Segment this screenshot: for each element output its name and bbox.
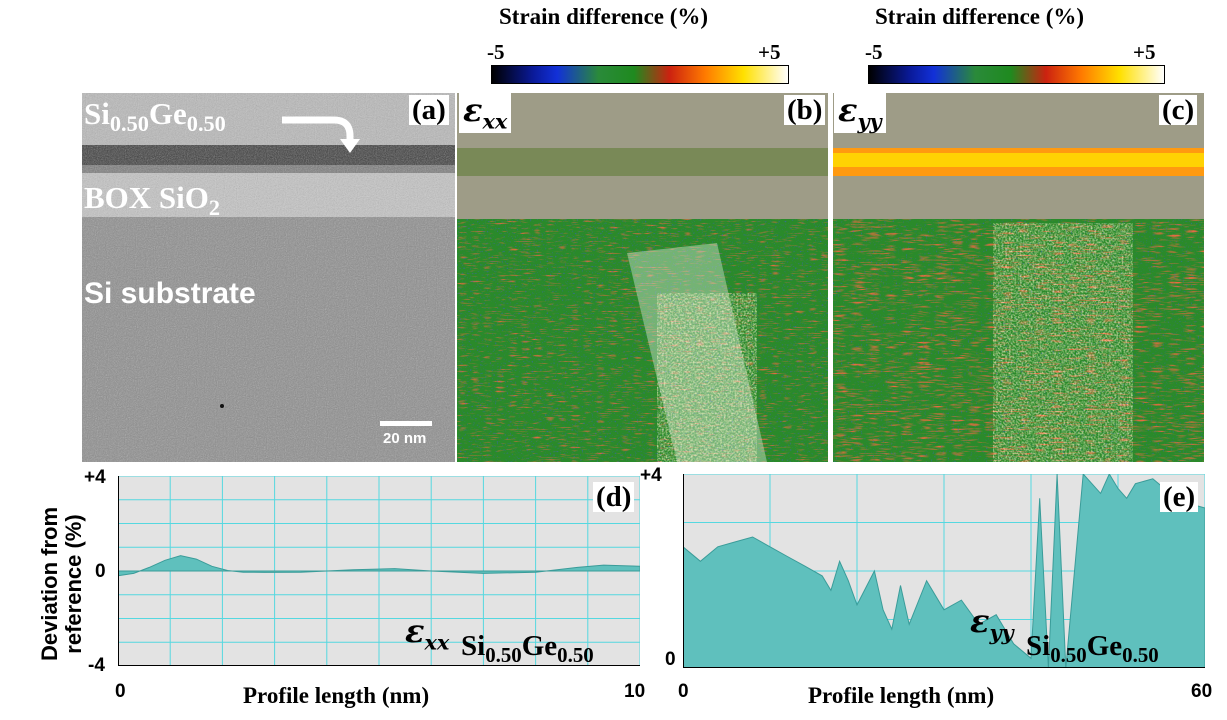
panel-d-y-top: +4 (84, 467, 106, 488)
colorbar-title-c: Strain difference (%) (875, 4, 1085, 29)
panel-d-x-max: 10 (624, 681, 646, 702)
panel-e-x-min: 0 (678, 681, 689, 702)
layer-box-label: BOX SiO2 (84, 180, 221, 221)
profile-area (118, 555, 640, 577)
panel-e-y-bottom: 0 (665, 649, 676, 670)
panel-c-epsilon-label: εyy (834, 91, 886, 134)
colorbar-c-min: -5 (865, 40, 883, 64)
panel-c-strain-map (833, 93, 1204, 462)
panel-d-x-title: Profile length (nm) (243, 683, 430, 708)
panel-d-label: (d) (593, 482, 635, 512)
colorbar-b-max: +5 (758, 40, 781, 64)
colorbar-c-max: +5 (1133, 40, 1156, 64)
panel-e-x-title: Profile length (nm) (808, 683, 995, 708)
panel-e-x-max: 60 (1191, 681, 1213, 702)
layer-substrate-label: Si substrate (84, 277, 256, 310)
panel-d-y-bottom: -4 (88, 655, 105, 676)
panel-e-label: (e) (1160, 482, 1199, 512)
panel-d-epsilon-label: εxx (405, 612, 450, 655)
panel-e-profile-chart (683, 474, 1205, 668)
panel-a-tem-image (82, 93, 455, 462)
panel-b-epsilon-label: εxx (459, 91, 512, 134)
panel-a-label: (a) (409, 95, 449, 125)
panel-d-material-label: Si0.50Ge0.50 (461, 630, 594, 667)
panel-c-label: (c) (1159, 95, 1198, 125)
colorbar-b (491, 65, 789, 84)
panel-e-y-top: +4 (640, 465, 662, 486)
panel-d-profile-chart (118, 476, 640, 666)
colorbar-title-b: Strain difference (%) (499, 4, 709, 29)
panel-b-label: (b) (784, 95, 826, 125)
panel-d-y-title: Deviation from reference (%) (37, 506, 86, 662)
colorbar-b-min: -5 (487, 40, 505, 64)
scale-bar-label: 20 nm (383, 430, 427, 447)
profile-area (683, 474, 1205, 668)
panel-b-strain-map (457, 93, 828, 462)
panel-d-x-min: 0 (115, 681, 126, 702)
tem-micrograph (82, 93, 455, 462)
layer-sige-label: Si0.50Ge0.50 (84, 96, 226, 137)
colorbar-c (868, 65, 1165, 84)
panel-e-material-label: Si0.50Ge0.50 (1026, 630, 1159, 667)
panel-e-epsilon-label: εyy (970, 602, 1014, 645)
panel-d-y-mid: 0 (95, 561, 106, 582)
